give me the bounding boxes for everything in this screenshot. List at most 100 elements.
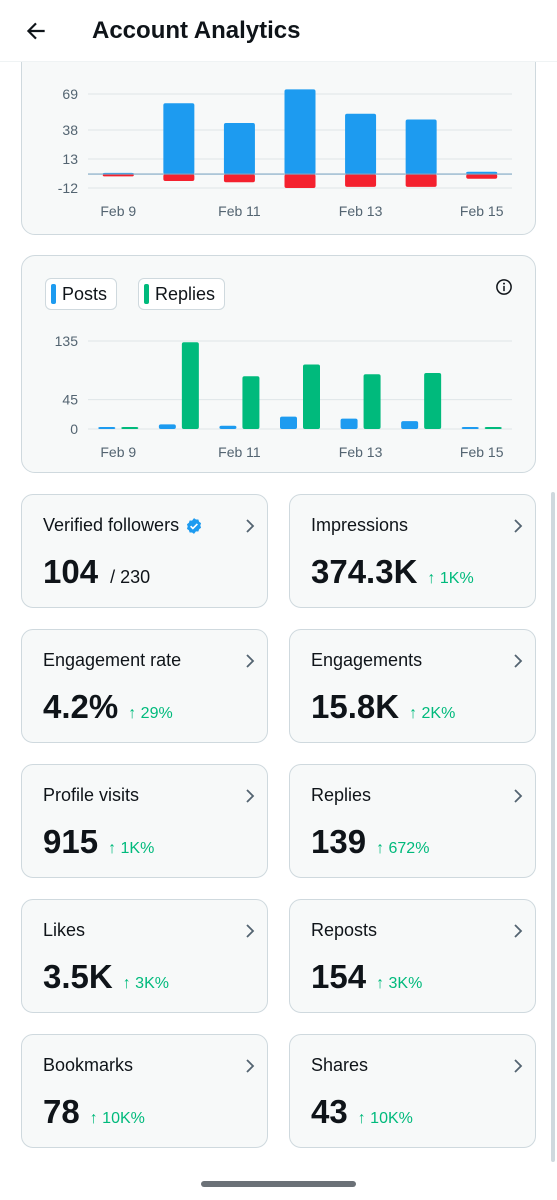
bar-positive[interactable] [345,113,377,175]
stat-delta: ↑ 2K% [409,705,456,722]
back-arrow-icon [26,22,45,39]
stat-value-row: 915 ↑ 1K% [43,823,154,861]
stat-delta: ↑ 672% [376,840,430,857]
stat-value: 15.8K [311,688,400,725]
stat-label: Replies [311,785,372,805]
chevron-right-icon [514,654,523,668]
x-tick-label: Feb 15 [460,203,504,219]
stat-shares[interactable]: Shares 43 ↑ 10K% [289,1034,536,1148]
stat-label: Shares [311,1055,369,1075]
y-tick-label: 0 [70,421,78,437]
bar-negative[interactable] [223,174,255,183]
stat-delta: ↑ 10K% [89,1110,145,1127]
stat-value: 43 [311,1093,348,1130]
stat-value-row: 78 ↑ 10K% [43,1093,145,1131]
stat-label: Profile visits [43,785,140,805]
bar-negative[interactable] [466,174,498,179]
bar-posts[interactable] [340,418,358,429]
stat-label: Engagements [311,650,423,670]
bar-replies[interactable] [424,372,442,429]
scrollbar[interactable] [551,492,555,1162]
stat-label: Impressions [311,515,409,535]
stat-value-row: 43 ↑ 10K% [311,1093,413,1131]
bar-replies[interactable] [484,427,502,429]
bar-posts[interactable] [158,424,176,429]
bar-posts[interactable] [401,421,419,429]
bar-replies[interactable] [121,427,139,429]
stat-label: Engagement rate [43,650,182,670]
page-title: Account Analytics [92,16,301,44]
stat-value-row: 374.3K ↑ 1K% [311,553,474,591]
stat-value: 915 [43,823,99,860]
y-tick-label: 69 [62,86,78,102]
stat-engagements[interactable]: Engagements 15.8K ↑ 2K% [289,629,536,743]
replies-swatch [144,284,150,304]
home-indicator[interactable] [201,1181,356,1187]
chevron-right-icon [246,519,255,533]
stat-engagement-rate[interactable]: Engagement rate 4.2% ↑ 29% [21,629,268,743]
y-tick-label: 38 [62,122,78,138]
chevron-right-icon [246,1059,255,1073]
stat-replies[interactable]: Replies 139 ↑ 672% [289,764,536,878]
legend-posts-label: Posts [62,283,108,304]
stat-value: 139 [311,823,367,860]
bar-negative[interactable] [405,174,437,187]
stat-likes[interactable]: Likes 3.5K ↑ 3K% [21,899,268,1013]
x-tick-label: Feb 13 [339,444,383,460]
y-tick-label: -12 [58,180,78,196]
info-icon[interactable] [495,278,513,301]
stat-reposts[interactable]: Reposts 154 ↑ 3K% [289,899,536,1013]
bar-positive[interactable] [405,119,437,175]
bar-posts[interactable] [219,425,237,429]
stat-value-row: 4.2% ↑ 29% [43,688,173,726]
stat-delta: ↑ 1K% [108,840,155,857]
bar-posts[interactable] [461,427,479,429]
y-tick-label: 135 [55,333,79,349]
stat-delta: ↑ 3K% [122,975,169,992]
net-followers-chart: 69 38 13 -12 Feb 9 Feb 11 Feb 13 Feb 15 [58,86,512,219]
back-button[interactable] [6,0,66,62]
y-tick-label: 13 [62,151,78,167]
chevron-right-icon [514,789,523,803]
bar-posts[interactable] [98,427,116,429]
stat-bookmarks[interactable]: Bookmarks 78 ↑ 10K% [21,1034,268,1148]
stat-label-verified: Verified followers [43,515,203,536]
legend-posts[interactable]: Posts [45,278,118,310]
chevron-right-icon [246,924,255,938]
x-tick-label: Feb 11 [218,203,261,219]
bar-posts[interactable] [280,416,297,429]
bar-positive[interactable] [284,89,316,175]
legend-replies[interactable]: Replies [138,278,226,310]
stat-value-row: 104 / 230 [43,553,150,591]
stat-impressions[interactable]: Impressions 374.3K ↑ 1K% [289,494,536,608]
chevron-right-icon [514,519,523,533]
x-tick-label: Feb 15 [460,444,504,460]
bar-replies[interactable] [181,342,199,429]
bar-negative[interactable] [284,174,316,188]
bar-positive[interactable] [223,123,255,175]
stat-label: Bookmarks [43,1055,134,1075]
stat-delta: ↑ 1K% [427,570,474,587]
chevron-right-icon [514,1059,523,1073]
bar-replies[interactable] [363,374,381,429]
bar-replies[interactable] [242,376,260,429]
top-bar: Account Analytics [0,0,557,62]
bar-negative[interactable] [345,174,377,187]
stat-profile-visits[interactable]: Profile visits 915 ↑ 1K% [21,764,268,878]
stat-value: 3.5K [43,958,113,995]
chevron-right-icon [514,924,523,938]
bar-negative[interactable] [163,174,195,182]
x-tick-label: Feb 13 [339,203,383,219]
stat-value-row: 154 ↑ 3K% [311,958,422,996]
bar-replies[interactable] [303,364,320,429]
posts-replies-chart: 135 45 0 Feb 9 Feb 11 Feb 13 Feb 15 [55,333,512,460]
stat-value: 104 [43,553,99,590]
net-followers-chart-card: 69 38 13 -12 Feb 9 Feb 11 Feb 13 Feb 15 [21,44,536,235]
x-tick-label: Feb 9 [100,444,136,460]
bar-positive[interactable] [163,103,195,175]
stat-value: 154 [311,958,367,995]
stat-delta: ↑ 3K% [376,975,423,992]
chevron-right-icon [246,789,255,803]
stat-verified-followers[interactable]: Verified followers 104 / 230 [21,494,268,608]
stat-value: 4.2% [43,688,119,725]
